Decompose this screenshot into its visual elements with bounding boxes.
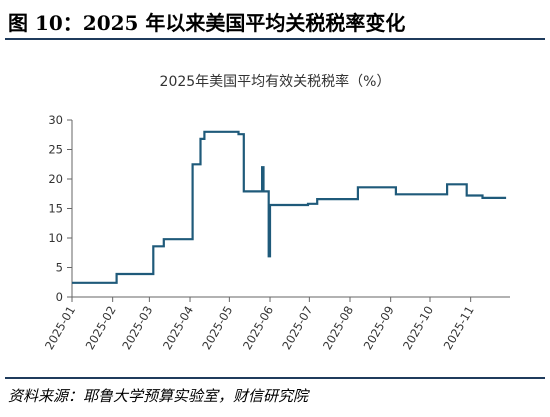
figure-title: 图 10：2025 年以来美国平均关税税率变化 xyxy=(8,11,406,35)
x-tick-label: 2025-07 xyxy=(279,304,315,353)
y-tick-label: 30 xyxy=(48,113,63,127)
chart-title: 2025年美国平均有效关税税率（%） xyxy=(160,73,391,90)
y-tick-label: 5 xyxy=(56,261,63,275)
title-rule xyxy=(5,38,545,40)
x-tick-label: 2025-11 xyxy=(441,304,477,353)
figure-header: 图 10：2025 年以来美国平均关税税率变化 xyxy=(0,0,550,40)
x-tick-label: 2025-08 xyxy=(320,304,356,353)
y-tick-label: 0 xyxy=(56,290,63,304)
axes: 0 5 10 15 20 25 30 2025-01 2025-02 2025-03 2025-04… xyxy=(42,113,510,352)
x-tick-label: 2025-09 xyxy=(361,304,397,353)
x-tick-label: 2025-01 xyxy=(42,304,78,353)
source-note: 资料来源：耶鲁大学预算实验室，财信研究院 xyxy=(8,387,309,405)
x-tick-label: 2025-05 xyxy=(199,304,235,353)
series-line-0 xyxy=(72,130,507,284)
source-rule xyxy=(5,377,545,379)
y-tick-label: 25 xyxy=(48,143,63,157)
x-tick-label: 2025-02 xyxy=(83,304,119,353)
y-tick-label: 10 xyxy=(48,231,63,245)
x-tick-label: 2025-10 xyxy=(400,304,436,353)
series-layer xyxy=(71,130,507,284)
y-tick-label: 20 xyxy=(48,172,63,186)
y-tick-label: 15 xyxy=(48,202,63,216)
chart-area: 2025年美国平均有效关税税率（%） 0 5 10 15 20 25 30 2025-01 20… xyxy=(0,40,550,376)
x-tick-label: 2025-03 xyxy=(119,304,155,353)
x-tick-label: 2025-04 xyxy=(160,304,196,353)
x-tick-label: 2025-06 xyxy=(240,304,276,353)
